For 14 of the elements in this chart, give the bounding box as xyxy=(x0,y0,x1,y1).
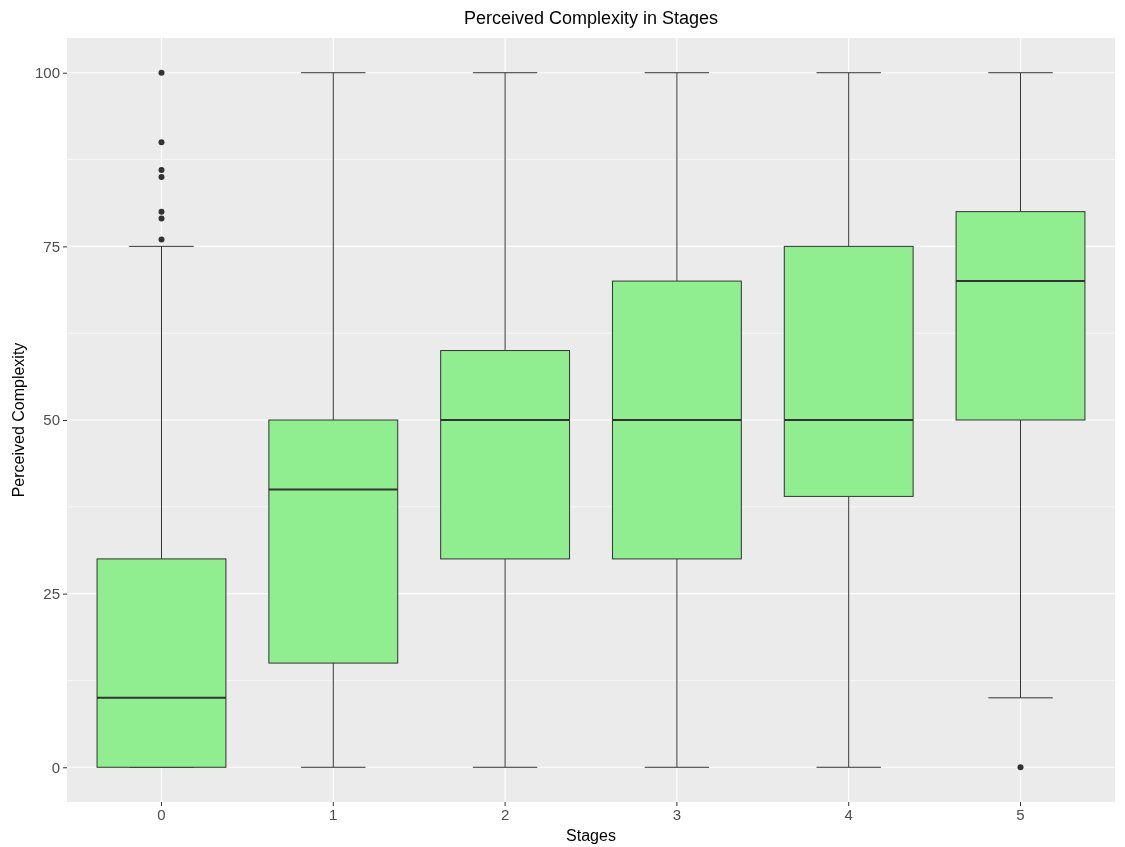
chart-title: Perceived Complexity in Stages xyxy=(463,8,719,28)
x-tick-label: 4 xyxy=(844,805,853,823)
y-tick-label: 100 xyxy=(34,64,60,82)
x-axis-title: Stages xyxy=(566,827,616,844)
x-tick-label: 2 xyxy=(500,805,510,823)
x-tick-label: 0 xyxy=(157,805,166,823)
x-tick-label: 3 xyxy=(672,805,682,823)
y-axis-title: Perceived Complexity xyxy=(10,342,27,498)
x-tick-label: 5 xyxy=(1016,805,1025,823)
y-tick-label: 25 xyxy=(43,584,60,602)
y-tick-label: 50 xyxy=(43,411,60,429)
x-tick-label: 1 xyxy=(329,805,338,823)
y-tick-label: 75 xyxy=(43,237,60,255)
y-tick-label: 0 xyxy=(51,758,60,776)
